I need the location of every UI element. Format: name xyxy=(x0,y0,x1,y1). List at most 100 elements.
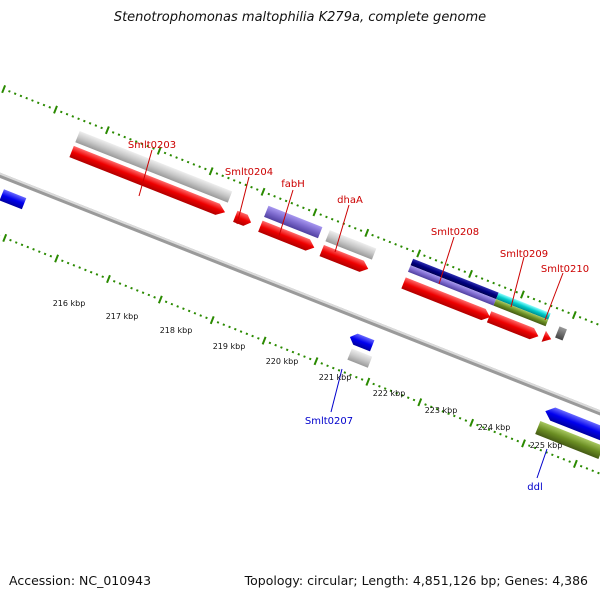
top-tick xyxy=(492,282,495,285)
top-tick xyxy=(337,220,340,223)
top-tick xyxy=(43,104,46,107)
scale-label-225: 225 kbp xyxy=(530,441,563,450)
bottom-tick xyxy=(9,239,12,242)
gene-label-dhaa[interactable]: dhaA xyxy=(337,195,363,206)
gene-label-smlt0204[interactable]: Smlt0204 xyxy=(225,167,273,178)
scale-label-218: 218 kbp xyxy=(160,326,193,335)
bottom-tick xyxy=(222,323,225,326)
gene-label-smlt0208[interactable]: Smlt0208 xyxy=(431,227,479,238)
gene-smlt0207[interactable] xyxy=(347,348,372,367)
bottom-tick xyxy=(194,312,197,315)
top-tick xyxy=(364,229,369,237)
bottom-tick xyxy=(153,296,156,299)
bottom-tick xyxy=(332,367,335,370)
genome-title: Stenotrophomonas maltophilia K279a, comp… xyxy=(0,10,600,25)
bottom-tick xyxy=(67,262,70,265)
bottom-tick xyxy=(280,346,283,349)
bottom-tick xyxy=(234,328,237,331)
scale-label-219: 219 kbp xyxy=(213,342,246,351)
bottom-tick xyxy=(240,330,243,333)
top-tick xyxy=(567,311,570,314)
scale-label-216: 216 kbp xyxy=(53,299,86,308)
bottom-tick xyxy=(251,335,254,338)
bottom-tick xyxy=(521,439,526,447)
gene-smlt0207-blue[interactable] xyxy=(348,331,375,351)
bottom-tick xyxy=(78,266,81,269)
bottom-tick xyxy=(274,344,277,347)
top-tick xyxy=(233,179,236,182)
bottom-tick xyxy=(44,253,47,256)
bottom-tick xyxy=(21,243,24,246)
top-tick xyxy=(325,216,328,219)
bottom-tick xyxy=(320,362,323,365)
top-tick xyxy=(464,270,467,273)
scale-label-221: 221 kbp xyxy=(319,373,352,382)
bottom-tick xyxy=(326,364,329,367)
cds-small-a[interactable] xyxy=(233,211,253,228)
bottom-tick xyxy=(61,259,64,262)
bottom-tick xyxy=(148,294,151,297)
bottom-tick xyxy=(465,419,468,422)
bottom-tick xyxy=(96,273,99,276)
top-tick xyxy=(498,284,501,287)
top-tick xyxy=(416,249,421,257)
top-tick xyxy=(250,186,253,189)
top-tick xyxy=(221,175,224,178)
top-tick xyxy=(446,264,449,267)
top-tick xyxy=(585,318,588,321)
gene-label-smlt0210[interactable]: Smlt0210 xyxy=(541,264,589,275)
top-tick xyxy=(468,270,473,278)
bottom-tick xyxy=(469,419,474,427)
gene-label-fabh[interactable]: fabH xyxy=(281,179,305,190)
gene-label-smlt0203[interactable]: Smlt0203 xyxy=(128,140,176,151)
top-tick xyxy=(100,127,103,130)
genome-summary-text: Topology: circular; Length: 4,851,126 bp… xyxy=(245,573,588,588)
top-tick xyxy=(510,289,513,292)
gene-left-blue[interactable] xyxy=(0,189,26,209)
top-tick xyxy=(400,245,403,248)
bottom-tick xyxy=(269,342,272,345)
top-tick xyxy=(435,259,438,262)
top-tick xyxy=(256,188,259,191)
top-tick xyxy=(112,131,115,134)
gene-label-smlt0207[interactable]: Smlt0207 xyxy=(305,416,353,427)
top-tick xyxy=(423,254,426,257)
bottom-tick xyxy=(90,271,93,274)
bottom-tick xyxy=(199,314,202,317)
bottom-tick xyxy=(130,287,133,290)
top-tick xyxy=(360,229,363,232)
bottom-tick xyxy=(557,456,560,459)
bottom-tick xyxy=(32,248,35,251)
bottom-tick xyxy=(50,255,53,258)
bottom-tick xyxy=(257,337,260,340)
bottom-tick xyxy=(407,396,410,399)
bottom-tick xyxy=(292,351,295,354)
top-tick xyxy=(53,106,58,114)
top-tick xyxy=(187,161,190,164)
bottom-tick xyxy=(246,333,249,336)
top-tick xyxy=(371,234,374,237)
bottom-tick xyxy=(499,433,502,436)
top-tick xyxy=(83,120,86,123)
bottom-tick xyxy=(378,385,381,388)
top-tick xyxy=(533,298,536,301)
top-tick xyxy=(31,99,34,102)
gene-label-ddl[interactable]: ddl xyxy=(527,482,542,493)
bottom-tick xyxy=(217,321,220,324)
bottom-tick xyxy=(453,415,456,418)
bottom-tick xyxy=(176,305,179,308)
top-tick xyxy=(412,250,415,253)
bottom-tick xyxy=(158,295,163,303)
gene-label-smlt0209[interactable]: Smlt0209 xyxy=(500,249,548,260)
bottom-tick xyxy=(54,254,59,262)
top-tick xyxy=(561,309,564,312)
gene-smlt0210[interactable] xyxy=(555,326,567,340)
bottom-tick xyxy=(84,269,87,272)
top-tick xyxy=(60,111,63,114)
top-tick xyxy=(504,286,507,289)
scale-label-220: 220 kbp xyxy=(266,357,299,366)
top-tick xyxy=(475,275,478,278)
cds-smlt0210[interactable] xyxy=(542,331,554,345)
bottom-tick xyxy=(228,326,231,329)
